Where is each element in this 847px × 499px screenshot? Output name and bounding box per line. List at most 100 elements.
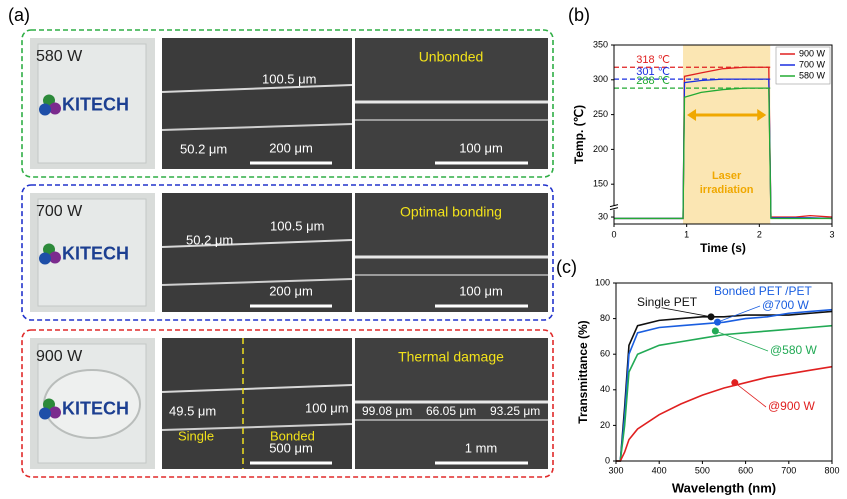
pointer xyxy=(717,305,761,323)
logo-dot xyxy=(39,252,51,265)
sem-label: 49.5 μm xyxy=(169,403,216,418)
sem-label: 66.05 μm xyxy=(426,404,476,418)
series-label: @900 W xyxy=(768,399,816,413)
film-edge xyxy=(161,423,353,431)
x-tick-label: 400 xyxy=(652,465,667,475)
reference-label: 318 ℃ xyxy=(636,54,670,66)
sem-image xyxy=(355,193,548,312)
scale-label: 200 μm xyxy=(269,283,313,298)
sem-title: Unbonded xyxy=(419,49,484,65)
plot-frame xyxy=(615,282,833,462)
film-edge xyxy=(161,239,353,248)
y-tick-label: 30 xyxy=(598,211,608,221)
row-frame xyxy=(21,329,554,478)
reference-label: 301 ℃ xyxy=(636,66,670,78)
legend-label: 900 W xyxy=(799,48,826,58)
series-line xyxy=(616,308,833,462)
series-label: @700 W xyxy=(762,298,810,312)
series-line xyxy=(614,87,832,220)
panel-label: (c) xyxy=(556,257,577,277)
scale-label: 500 μm xyxy=(269,440,313,455)
region-label: irradiation xyxy=(700,184,754,196)
y-tick-label: 80 xyxy=(600,313,610,323)
x-tick-label: 0 xyxy=(611,229,616,239)
logo-dot xyxy=(49,251,61,264)
x-tick-label: 1 xyxy=(684,229,689,239)
pointer xyxy=(734,382,767,408)
arrow-head xyxy=(687,109,767,121)
sem-label: 100.5 μm xyxy=(262,71,316,86)
power-label: 900 W xyxy=(36,348,83,365)
sem-label: Bonded xyxy=(270,428,315,443)
scale-label: 100 μm xyxy=(459,283,503,298)
legend-label: 700 W xyxy=(799,59,826,69)
sem-image xyxy=(162,193,352,312)
x-tick-label: 3 xyxy=(829,229,834,239)
film xyxy=(37,198,147,307)
x-axis-label: Time (s) xyxy=(700,241,746,255)
pointer xyxy=(635,302,712,318)
film-edge xyxy=(161,384,353,393)
scale-label: 100 μm xyxy=(459,140,503,155)
plot-frame xyxy=(613,44,833,225)
y-axis-label: Temp. (℃) xyxy=(572,105,586,164)
sem-label: 100.5 μm xyxy=(270,218,324,233)
logo-dot xyxy=(39,407,51,420)
series-label: @580 W xyxy=(770,343,818,357)
y-tick-label: 300 xyxy=(593,74,608,84)
sem-label: 50.2 μm xyxy=(186,232,233,247)
row-frame xyxy=(21,29,554,178)
logo-dot xyxy=(39,103,51,116)
x-tick-label: 300 xyxy=(608,465,623,475)
film-edge xyxy=(161,278,353,286)
y-tick-label: 20 xyxy=(600,420,610,430)
scale-label: 200 μm xyxy=(269,140,313,155)
logo-dot xyxy=(49,406,61,419)
y-tick-label: 250 xyxy=(593,109,608,119)
shaded-region xyxy=(683,45,771,224)
reference-label: 288 ℃ xyxy=(636,75,670,87)
y-tick-label: 60 xyxy=(600,349,610,359)
series-line xyxy=(616,324,833,462)
sem-label: Single xyxy=(178,428,214,443)
region-label: Laser xyxy=(712,170,742,182)
y-axis-label: Transmittance (%) xyxy=(576,320,590,423)
scale-label: 1 mm xyxy=(465,440,498,455)
sem-title: Thermal damage xyxy=(398,349,504,365)
power-label: 580 W xyxy=(36,48,83,65)
y-tick-label: 350 xyxy=(593,39,608,49)
sem-label: 99.08 μm xyxy=(362,404,412,418)
logo-text: KITECH xyxy=(62,398,129,418)
row-frame xyxy=(21,184,554,321)
series-label: Single PET xyxy=(637,295,698,309)
x-tick-label: 800 xyxy=(824,465,839,475)
legend-label: 580 W xyxy=(799,70,826,80)
y-tick-label: 150 xyxy=(593,179,608,189)
y-tick-label: 40 xyxy=(600,384,610,394)
series-line xyxy=(616,365,833,462)
sem-label: 50.2 μm xyxy=(180,141,227,156)
logo-dot xyxy=(49,102,61,115)
sem-image xyxy=(162,38,352,169)
panel-label: (b) xyxy=(568,5,590,25)
y-tick-label: 100 xyxy=(595,277,610,287)
sem-label: 100 μm xyxy=(305,400,349,415)
y-tick-label: 200 xyxy=(593,144,608,154)
marker xyxy=(714,318,722,326)
film-edge xyxy=(161,84,353,93)
axis-break xyxy=(609,204,619,211)
logo-text: KITECH xyxy=(62,94,129,114)
film-edge xyxy=(161,123,353,131)
logo-text: KITECH xyxy=(62,243,129,263)
x-tick-label: 2 xyxy=(757,229,762,239)
y-tick-label: 0 xyxy=(605,455,610,465)
x-tick-label: 600 xyxy=(738,465,753,475)
sem-image xyxy=(162,338,352,469)
axis-break-gap xyxy=(610,205,618,210)
annotation: Bonded PET /PET xyxy=(714,284,813,298)
marker xyxy=(711,327,719,335)
x-axis-label: Wavelength (nm) xyxy=(672,480,776,495)
marker xyxy=(707,313,715,321)
